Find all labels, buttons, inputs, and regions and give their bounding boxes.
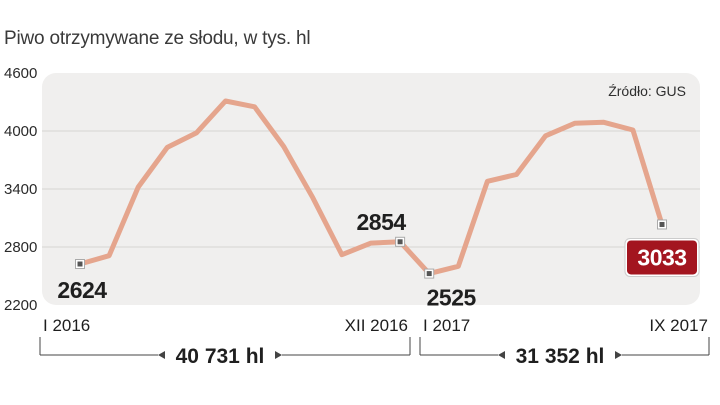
data-label: 2525 xyxy=(427,285,477,311)
x-tick-label: IX 2017 xyxy=(649,316,708,335)
point-marker-core xyxy=(659,221,665,227)
source-note: Źródło: GUS xyxy=(608,83,686,99)
total-bracket: 40 731 hl xyxy=(39,337,411,368)
y-tick-label: 2800 xyxy=(4,239,37,256)
x-tick-label: I 2017 xyxy=(423,316,470,335)
data-label: 2624 xyxy=(57,277,107,303)
x-tick-label: XII 2016 xyxy=(345,316,408,335)
total-bracket: 31 352 hl xyxy=(419,337,710,368)
chart-title: Piwo otrzymywane ze słodu, w tys. hl xyxy=(4,28,311,49)
point-marker-core xyxy=(77,261,83,267)
total-label: 40 731 hl xyxy=(176,345,265,368)
point-marker-core xyxy=(397,239,403,245)
y-tick-label: 4600 xyxy=(4,65,37,82)
arrowhead xyxy=(158,351,165,359)
data-label: 3033 xyxy=(637,244,686,270)
x-tick-label: I 2016 xyxy=(43,316,90,335)
y-tick-label: 4000 xyxy=(4,123,37,140)
series-line xyxy=(77,98,665,277)
y-tick-label: 3400 xyxy=(4,181,37,198)
value-callout xyxy=(627,240,697,275)
arrowhead xyxy=(275,351,282,359)
point-marker-core xyxy=(426,271,432,277)
arrowhead xyxy=(615,351,622,359)
total-label: 31 352 hl xyxy=(516,345,605,368)
data-label: 2854 xyxy=(357,209,407,235)
y-tick-label: 2200 xyxy=(4,297,37,314)
arrowhead xyxy=(498,351,505,359)
